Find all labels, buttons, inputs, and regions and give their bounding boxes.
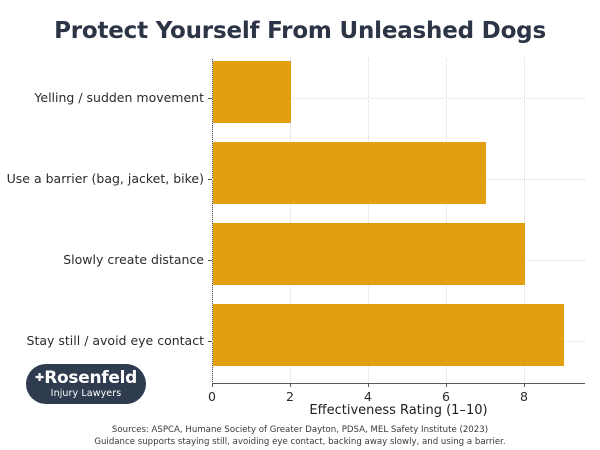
gridline-vertical-6 bbox=[446, 58, 447, 383]
y-tick-1 bbox=[208, 179, 212, 180]
logo-wordmark: ✚ Rosenfeld bbox=[35, 367, 137, 388]
x-tick-mark-2 bbox=[290, 383, 291, 387]
x-tick-label-4: 4 bbox=[364, 389, 372, 404]
bar-slowly-create-distance[interactable] bbox=[213, 223, 525, 285]
x-tick-mark-8 bbox=[524, 383, 525, 387]
gridline-vertical-4 bbox=[368, 58, 369, 383]
y-axis-label-1: Use a barrier (bag, jacket, bike) bbox=[6, 171, 204, 186]
gridline-vertical-0 bbox=[212, 58, 213, 383]
bar-stay-still-avoid-eye-contact[interactable] bbox=[213, 304, 564, 366]
x-tick-label-8: 8 bbox=[520, 389, 528, 404]
x-axis-line bbox=[212, 383, 585, 384]
x-tick-label-2: 2 bbox=[286, 389, 294, 404]
y-axis-label-2: Slowly create distance bbox=[63, 252, 204, 267]
x-tick-mark-4 bbox=[368, 383, 369, 387]
x-axis-title: Effectiveness Rating (1–10) bbox=[309, 403, 488, 418]
y-axis-label-3: Stay still / avoid eye contact bbox=[26, 333, 204, 348]
y-tick-0 bbox=[208, 98, 212, 99]
y-tick-3 bbox=[208, 341, 212, 342]
y-axis-label-0: Yelling / sudden movement bbox=[34, 90, 204, 105]
logo-tagline: Injury Lawyers bbox=[50, 387, 122, 399]
gridline-vertical-8 bbox=[524, 58, 525, 383]
gridline-vertical-2 bbox=[290, 58, 291, 383]
footer-line-guidance: Guidance supports staying still, avoidin… bbox=[94, 436, 506, 447]
x-tick-label-0: 0 bbox=[208, 389, 216, 404]
footer-line-sources: Sources: ASPCA, Humane Society of Greate… bbox=[111, 425, 489, 435]
x-tick-label-6: 6 bbox=[442, 389, 450, 404]
y-tick-2 bbox=[208, 260, 212, 261]
x-tick-mark-6 bbox=[446, 383, 447, 387]
bar-use-a-barrier[interactable] bbox=[213, 142, 486, 204]
logo-brand-name: Rosenfeld bbox=[44, 367, 137, 388]
cross-icon: ✚ bbox=[35, 370, 45, 384]
page-title: Protect Yourself From Unleashed Dogs bbox=[54, 18, 546, 44]
brand-logo: ✚ Rosenfeld Injury Lawyers bbox=[26, 364, 146, 404]
bar-yelling-sudden-movement[interactable] bbox=[213, 61, 291, 123]
x-tick-mark-0 bbox=[212, 383, 213, 387]
footer-sources: Sources: ASPCA, Humane Society of Greate… bbox=[0, 425, 600, 448]
gridline-horizontal-0 bbox=[212, 98, 585, 99]
